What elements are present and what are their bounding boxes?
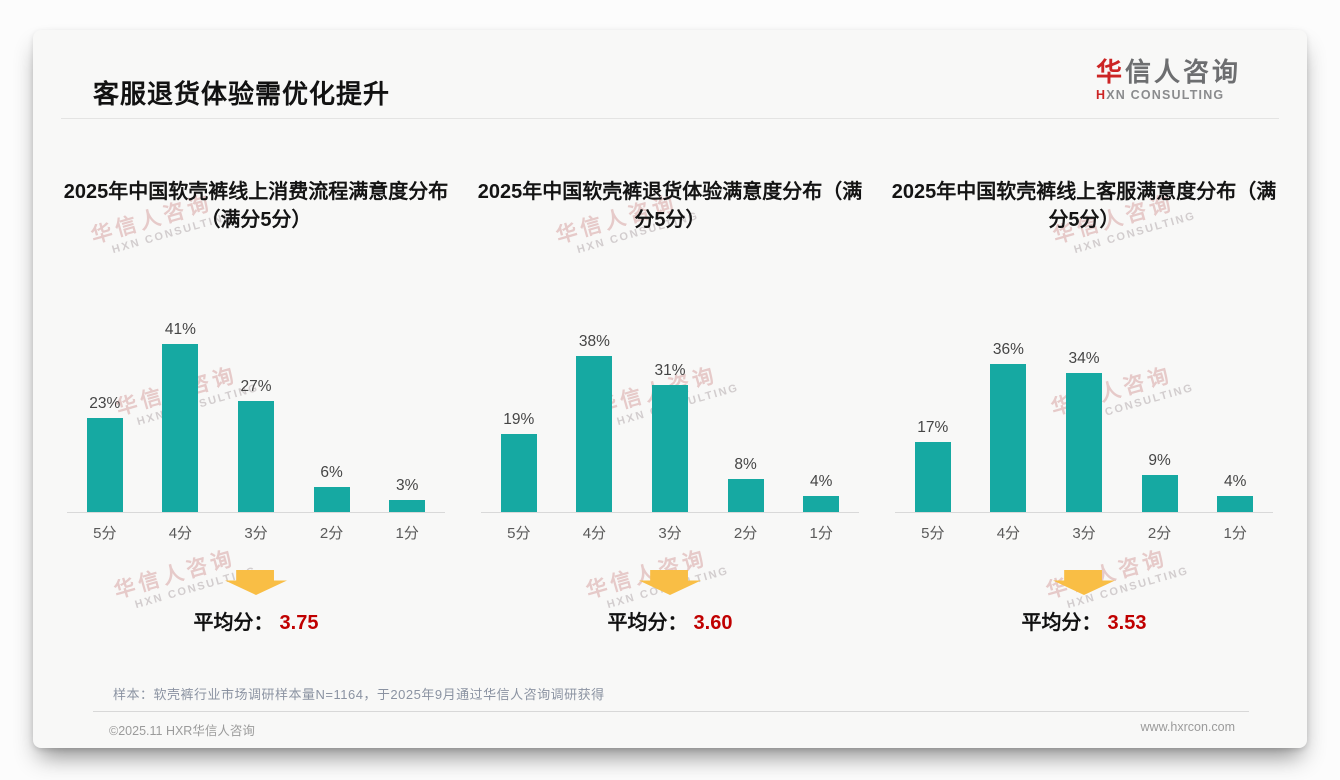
down-arrow-icon: [639, 570, 701, 595]
copyright-text: ©2025.11 HXR华信人咨询: [109, 724, 255, 738]
category-label: 2分: [1147, 525, 1172, 542]
category-label: 2分: [733, 525, 758, 542]
logo-chinese-text: 华信人咨询: [1095, 57, 1241, 87]
bar-group: 6%: [294, 464, 370, 512]
average-label: 平均分：: [607, 612, 688, 634]
chart-title: 2025年中国软壳裤线上消费流程满意度分布（满分5分）: [63, 181, 449, 231]
bar-group: 23%: [67, 395, 143, 512]
average-score-row: 平均分： 3.75: [53, 606, 459, 635]
bar-value-label: 41%: [164, 321, 196, 338]
bar-value-label: 4%: [1223, 473, 1247, 490]
bar-group: 38%: [557, 333, 633, 512]
bar: [86, 418, 123, 512]
average-score-row: 平均分： 3.53: [881, 606, 1287, 635]
bar-value-label: 4%: [809, 473, 833, 490]
bar-value-label: 3%: [395, 477, 419, 494]
logo-english-text: HXN CONSULTING: [1095, 87, 1225, 102]
category-label: 3分: [1072, 525, 1096, 542]
category-label: 4分: [168, 525, 193, 542]
bar: [162, 344, 199, 512]
average-score-row: 平均分： 3.60: [467, 606, 873, 635]
bar-group: 4%: [783, 473, 859, 512]
chart-title: 2025年中国软壳裤退货体验满意度分布（满分5分）: [477, 181, 863, 231]
bar-group: 31%: [632, 362, 708, 512]
category-label: 2分: [319, 525, 344, 542]
category-label: 3分: [658, 525, 682, 542]
page-title: 客服退货体验需优化提升: [93, 79, 391, 109]
bar-group: 36%: [971, 341, 1047, 512]
bar: [313, 487, 350, 512]
bar: [727, 479, 764, 512]
bar-chart: 17% 36% 34% 9% 4%: [895, 296, 1273, 513]
category-axis: 5分 4分 3分 2分 1分: [895, 513, 1273, 543]
bar: [576, 356, 613, 512]
bar: [990, 364, 1027, 512]
website-url: www.hxrcon.com: [1140, 720, 1235, 734]
bar: [651, 385, 688, 512]
bar: [500, 434, 537, 512]
category-label: 4分: [996, 525, 1021, 542]
header-divider: [61, 118, 1279, 119]
bar-group: 41%: [143, 321, 219, 512]
bar-group: 19%: [481, 411, 557, 512]
bar: [389, 500, 426, 512]
category-label: 1分: [395, 525, 419, 542]
bar-value-label: 31%: [654, 362, 686, 379]
bar-value-label: 9%: [1148, 452, 1171, 469]
bar-value-label: 38%: [578, 333, 610, 350]
down-arrow-icon: [1053, 570, 1115, 595]
bar-value-label: 8%: [734, 456, 757, 473]
bar-value-label: 23%: [89, 395, 121, 412]
chart-column-service: 2025年中国软壳裤线上客服满意度分布（满分5分） 17% 36% 34% 9% 4% …: [881, 178, 1287, 635]
chart-title: 2025年中国软壳裤线上客服满意度分布（满分5分）: [891, 181, 1277, 231]
company-logo: 华信人咨询 HXN CONSULTING: [1096, 58, 1241, 102]
average-label: 平均分：: [193, 612, 274, 634]
category-label: 4分: [582, 525, 607, 542]
category-label: 5分: [93, 525, 117, 542]
bar-group: 9%: [1122, 452, 1198, 512]
category-label: 5分: [921, 525, 945, 542]
average-value: 3.75: [279, 612, 319, 634]
slide-card: 华信人咨询 HXN CONSULTING 华信人咨询 HXN CONSULTING 华信…: [33, 30, 1307, 748]
bar-chart: 23% 41% 27% 6% 3%: [67, 296, 445, 513]
bar: [803, 496, 840, 512]
charts-row: 2025年中国软壳裤线上消费流程满意度分布（满分5分） 23% 41% 27% 6% 3…: [33, 178, 1307, 635]
bar-group: 3%: [369, 477, 445, 512]
footer-divider: [93, 711, 1249, 712]
bar-value-label: 27%: [240, 378, 272, 395]
sample-note: 样本：软壳裤行业市场调研样本量N=1164，于2025年9月通过华信人咨询调研获…: [113, 687, 605, 702]
bar-value-label: 36%: [992, 341, 1024, 358]
average-label: 平均分：: [1021, 612, 1102, 634]
bar: [1065, 373, 1102, 512]
bar-group: 17%: [895, 419, 971, 512]
category-label: 1分: [809, 525, 833, 542]
bar: [914, 442, 951, 512]
category-axis: 5分 4分 3分 2分 1分: [481, 513, 859, 543]
bar-value-label: 6%: [320, 464, 343, 481]
chart-column-returns: 2025年中国软壳裤退货体验满意度分布（满分5分） 19% 38% 31% 8% 4% …: [467, 178, 873, 635]
category-label: 3分: [244, 525, 268, 542]
category-label: 1分: [1223, 525, 1247, 542]
average-value: 3.53: [1107, 612, 1147, 634]
bar-value-label: 17%: [917, 419, 949, 436]
bar-group: 34%: [1046, 350, 1122, 512]
bar-chart: 19% 38% 31% 8% 4%: [481, 296, 859, 513]
bar: [1141, 475, 1178, 512]
chart-column-consumption: 2025年中国软壳裤线上消费流程满意度分布（满分5分） 23% 41% 27% 6% 3…: [53, 178, 459, 635]
bar-value-label: 34%: [1068, 350, 1100, 367]
bar: [237, 401, 274, 512]
bar-group: 27%: [218, 378, 294, 512]
category-axis: 5分 4分 3分 2分 1分: [67, 513, 445, 543]
bar-group: 8%: [708, 456, 784, 512]
bar: [1217, 496, 1254, 512]
down-arrow-icon: [225, 570, 287, 595]
bar-group: 4%: [1197, 473, 1273, 512]
category-label: 5分: [507, 525, 531, 542]
average-value: 3.60: [693, 612, 733, 634]
bar-value-label: 19%: [503, 411, 535, 428]
